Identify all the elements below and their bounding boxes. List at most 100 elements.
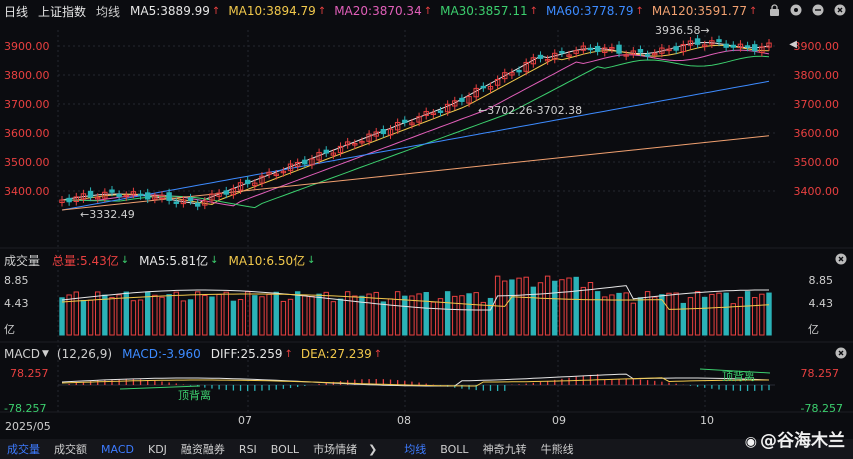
volume-bar <box>694 291 701 336</box>
candle-body <box>444 103 451 113</box>
candle-body <box>523 61 529 72</box>
macd-close-icon[interactable] <box>835 347 847 362</box>
volume-bar <box>702 296 708 336</box>
candle-body <box>130 191 137 195</box>
volume-bar <box>766 292 772 336</box>
candle-body <box>373 131 379 137</box>
price-tick-right: 3400.00 <box>793 185 840 198</box>
tab-margin[interactable]: 融资融券 <box>180 443 225 456</box>
tab-bull-bear[interactable]: 牛熊线 <box>540 443 574 456</box>
mid-annotation: ←3702.26-3702.38 <box>478 104 583 117</box>
period-label[interactable]: 日线 <box>4 4 29 19</box>
close-icon[interactable] <box>833 3 847 17</box>
volume-bar <box>202 294 208 336</box>
volume-bar <box>373 291 379 336</box>
candle-body <box>502 72 508 80</box>
volume-bar <box>316 293 322 336</box>
candle-body <box>659 47 665 54</box>
price-tick-right: 3600.00 <box>793 127 840 140</box>
price-cursor-marker: ◀ <box>789 39 797 50</box>
candle-body <box>359 140 365 144</box>
candle-body <box>280 170 287 174</box>
volume-title[interactable]: 成交量 <box>4 253 41 268</box>
up-arrow-icon: ↑ <box>423 5 433 17</box>
down-arrow-icon: ↓ <box>210 254 219 266</box>
tab-volume[interactable]: 成交量 <box>7 443 40 456</box>
header-icons <box>767 3 847 17</box>
candle-body <box>552 52 558 60</box>
settings-icon[interactable] <box>789 3 803 17</box>
volume-bar <box>759 293 765 336</box>
candle-body <box>73 196 79 202</box>
index-name: 上证指数 <box>38 4 87 19</box>
tab-turnover[interactable]: 成交额 <box>54 443 87 456</box>
ma-line <box>61 80 770 211</box>
high-annotation: 3936.58→ <box>655 24 710 37</box>
volume-bar <box>737 296 744 336</box>
candle-body <box>259 175 265 184</box>
volume-bar <box>587 282 594 336</box>
macd-title[interactable]: MACD <box>4 347 40 361</box>
volume-bar <box>187 299 194 336</box>
volume-bar <box>730 303 736 336</box>
candle-body <box>723 43 729 48</box>
candle-body <box>266 171 272 175</box>
volume-total: 总量:5.43亿 <box>52 253 119 268</box>
tab-rsi[interactable]: RSI <box>238 442 257 456</box>
lock-icon[interactable] <box>767 3 781 17</box>
candle-body <box>616 44 622 54</box>
tab-magic-nine[interactable]: 神奇九转 <box>482 443 527 456</box>
tab-kdj[interactable]: KDJ <box>147 442 167 456</box>
macd-dropdown-icon[interactable]: ▼ <box>41 349 49 359</box>
volume-bar <box>223 291 229 336</box>
candle-body <box>180 199 187 205</box>
up-arrow-icon: ↑ <box>749 5 758 17</box>
candle-body <box>352 143 358 146</box>
price-tick-right: 3900.00 <box>793 40 840 53</box>
volume-bar <box>266 293 272 336</box>
tab-boll[interactable]: BOLL <box>270 442 300 456</box>
tab-sentiment[interactable]: 市场情绪 <box>313 443 358 456</box>
candle-body <box>573 50 579 54</box>
volume-bar <box>409 295 415 336</box>
candle-body <box>566 54 572 57</box>
volume-bar <box>430 301 437 336</box>
candle-body <box>216 192 222 197</box>
volume-ma-line <box>61 293 770 310</box>
ma-toggle[interactable]: 均线 <box>96 4 121 19</box>
tab-boll-2[interactable]: BOLL <box>440 442 469 456</box>
candle-body <box>630 50 637 55</box>
candle-body <box>509 72 515 76</box>
volume-bar <box>352 295 358 336</box>
tab-macd[interactable]: MACD <box>101 442 134 456</box>
volume-bar <box>344 291 351 336</box>
volume-close-icon[interactable] <box>835 253 847 268</box>
tab-ma[interactable]: 均线 <box>404 443 427 456</box>
divergence-line <box>699 368 771 374</box>
volume-unit-left: 亿 <box>4 323 15 336</box>
volume-bar <box>302 295 308 336</box>
candle-body <box>387 128 394 136</box>
minimize-icon[interactable] <box>811 3 825 17</box>
volume-tick-top-left: 8.85 <box>4 274 29 287</box>
candle-body <box>223 190 229 195</box>
candle-body <box>380 128 387 135</box>
volume-bar <box>423 292 429 336</box>
volume-bar <box>137 299 144 336</box>
chart-header: 日线 上证指数 均线 MA5:3889.99 ↑ MA10:3894.79 ↑ MA20… <box>0 0 853 22</box>
candle-body <box>752 44 758 52</box>
candle-body <box>409 122 415 126</box>
volume-bar <box>609 294 615 336</box>
candle-body <box>480 85 487 89</box>
candle-body <box>594 45 601 52</box>
price-tick-left: 3900.00 <box>4 40 50 53</box>
volume-bar <box>516 277 522 336</box>
volume-tick-top-right: 8.85 <box>808 274 834 287</box>
volume-bar <box>552 280 558 336</box>
candle-body <box>194 202 201 207</box>
candle-body <box>273 173 279 177</box>
tabs-next-icon[interactable]: ❯ <box>368 442 378 456</box>
candle-body <box>102 191 108 199</box>
volume-bar <box>580 286 587 336</box>
